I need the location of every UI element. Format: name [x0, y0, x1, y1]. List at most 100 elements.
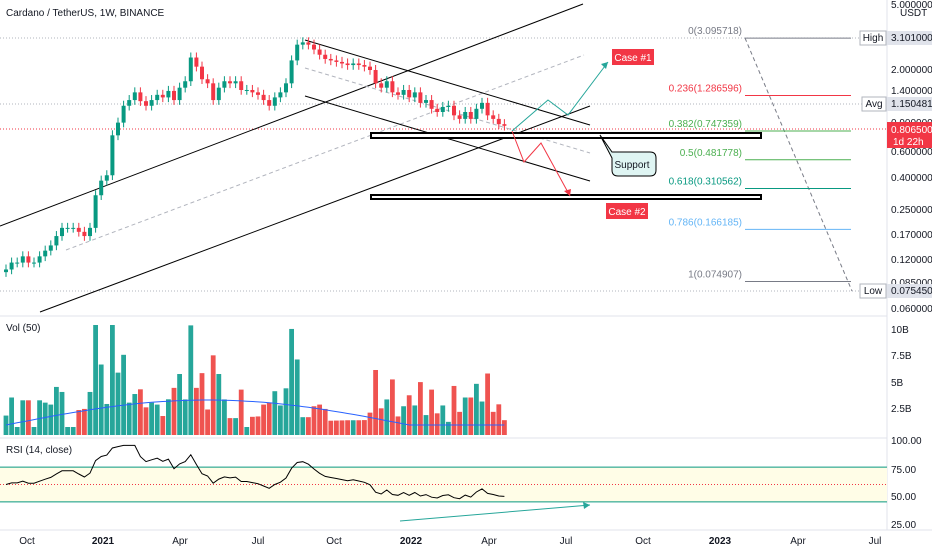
candle-body	[429, 100, 434, 109]
low-tag[interactable]	[859, 283, 887, 299]
candle-body	[233, 81, 238, 84]
volume-bar	[384, 399, 390, 435]
support-zone-lower[interactable]	[370, 194, 762, 200]
candle-body	[384, 81, 389, 88]
volume-bar	[59, 391, 65, 435]
volume-bar	[154, 404, 160, 435]
volume-bar	[266, 402, 272, 435]
candle-body	[396, 92, 400, 95]
last-price-tag[interactable]	[887, 122, 932, 148]
support-label: Support	[614, 160, 649, 171]
price-candles	[4, 37, 507, 277]
candle-body	[116, 122, 120, 136]
price-tick: 5.000000	[891, 0, 932, 11]
candle-body	[468, 111, 473, 119]
volume-bar	[373, 369, 378, 435]
volume-bar	[278, 405, 283, 435]
volume-bar	[26, 400, 31, 435]
candle-body	[491, 115, 496, 119]
volume-bar	[401, 406, 406, 435]
time-tick: Oct	[635, 536, 651, 547]
channel-upper-line	[0, 3, 584, 227]
candle-body	[334, 60, 339, 62]
candle-body	[60, 227, 64, 237]
channel-lower-line	[39, 105, 591, 313]
price-tick: 0.120000	[891, 255, 932, 266]
volume-bar	[216, 374, 222, 435]
volume-bar	[222, 399, 227, 435]
volume-bar	[104, 403, 110, 435]
fib-level-label: 0.236(1.286596)	[669, 84, 742, 95]
candle-body	[54, 236, 59, 246]
volume-tick: 5B	[891, 378, 904, 389]
candle-body	[37, 256, 42, 263]
fib-level-label: 0(3.095718)	[688, 26, 742, 37]
volume-bar	[149, 402, 154, 435]
candle-body	[390, 81, 395, 93]
volume-ma-line	[5, 399, 505, 426]
volume-bar	[429, 389, 434, 435]
volume-bar	[121, 354, 126, 435]
volume-tick: 2.5B	[891, 404, 912, 415]
candle-body	[104, 175, 109, 181]
price-tick: 2.000000	[891, 65, 932, 76]
rsi-line	[5, 444, 505, 500]
avg-value: 1.150481	[891, 99, 932, 110]
volume-bar	[48, 404, 54, 435]
volume-bar	[485, 373, 490, 435]
case2-badge[interactable]	[606, 203, 648, 219]
volume-bar	[138, 389, 143, 435]
volume-bar	[54, 386, 59, 435]
candle-body	[340, 61, 344, 64]
low-value-tag[interactable]	[887, 284, 932, 298]
candle-body	[295, 44, 300, 61]
volume-bar	[328, 420, 334, 435]
candle-body	[211, 83, 216, 101]
candle-body	[485, 102, 490, 116]
candle-body	[452, 105, 456, 116]
candle-body	[435, 108, 440, 112]
volume-bar	[479, 401, 485, 435]
candle-body	[312, 44, 316, 50]
volume-bar	[457, 411, 462, 435]
volume-bar	[474, 383, 479, 435]
volume-bar	[14, 427, 20, 435]
candle-body	[261, 94, 266, 101]
avg-tag-label: Avg	[865, 99, 882, 110]
candle-body	[48, 245, 53, 251]
high-tag[interactable]	[859, 30, 887, 46]
candle-body	[15, 262, 20, 264]
volume-bar	[31, 427, 37, 435]
time-axis[interactable]: Oct 2021 Apr Jul Oct 2022 Apr Jul Oct 20…	[19, 536, 881, 547]
candle-body	[418, 92, 423, 103]
price-axis[interactable]: 5.000000 2.000000 1.400000 0.900000 0.60…	[891, 0, 932, 315]
candle-body	[205, 79, 210, 84]
time-tick: 2021	[92, 536, 115, 547]
candle-body	[188, 57, 193, 82]
volume-bar	[412, 405, 418, 435]
candle-body	[373, 70, 378, 84]
volume-bar	[317, 404, 322, 435]
avg-value-tag[interactable]	[887, 97, 932, 111]
avg-tag[interactable]	[861, 96, 887, 112]
high-value-tag[interactable]	[887, 31, 932, 45]
volume-bar	[462, 397, 468, 435]
candle-body	[457, 115, 462, 119]
volume-bar	[502, 420, 507, 435]
volume-bar	[110, 325, 115, 435]
candle-body	[65, 227, 70, 229]
rsi-title: RSI (14, close)	[6, 445, 72, 456]
candle-body	[93, 195, 98, 228]
support-zone-upper[interactable]	[370, 132, 762, 139]
fib-level-label: 0.618(0.310562)	[669, 176, 742, 187]
fib-level-label: 0.382(0.747359)	[669, 119, 742, 130]
rsi-tick: 100.00	[891, 436, 922, 447]
fib-level-label: 0.5(0.481778)	[680, 148, 742, 159]
candle-body	[250, 89, 255, 93]
support-callout[interactable]	[599, 134, 657, 177]
time-tick: Oct	[326, 536, 342, 547]
symbol-title: Cardano / TetherUS, 1W, BINANCE	[6, 8, 165, 19]
case1-badge[interactable]	[612, 49, 654, 65]
candle-body	[228, 81, 232, 84]
